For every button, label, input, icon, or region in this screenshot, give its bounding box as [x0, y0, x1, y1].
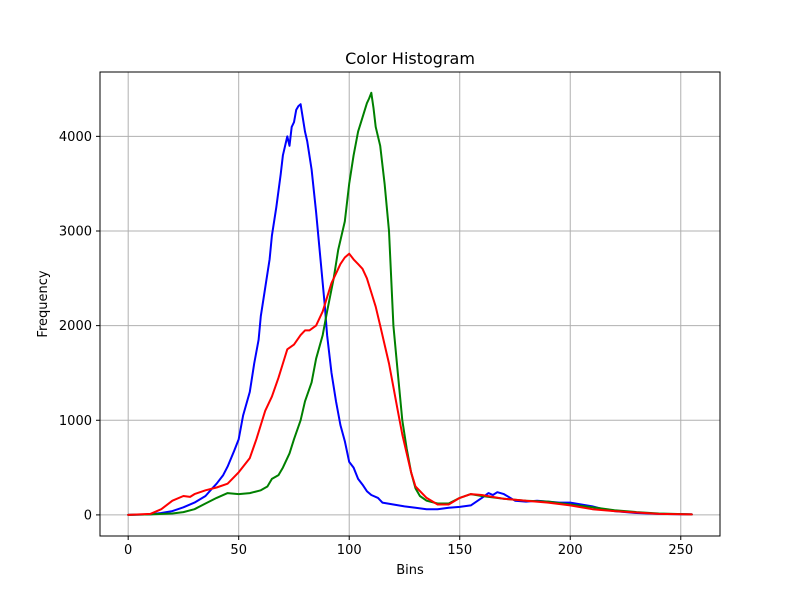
y-axis: 0 1000 2000 3000 4000: [59, 130, 100, 523]
x-tick-label: 150: [447, 543, 472, 558]
x-axis: 0 50 100 150 200 250: [124, 536, 693, 558]
series-layer: [127, 91, 693, 516]
x-tick-label: 0: [124, 543, 132, 558]
series-line-1: [127, 103, 693, 516]
x-tick-label: 200: [558, 543, 583, 558]
y-axis-label: Frequency: [36, 270, 51, 337]
y-tick-label: 1000: [59, 414, 92, 429]
x-tick-label: 100: [337, 543, 362, 558]
grid: [100, 72, 720, 536]
y-tick-label: 4000: [59, 130, 92, 145]
x-axis-label: Bins: [396, 563, 424, 578]
x-tick-label: 50: [230, 543, 247, 558]
series-line-3: [127, 252, 693, 516]
y-tick-label: 2000: [59, 319, 92, 334]
x-tick-label: 250: [668, 543, 693, 558]
chart-title: Color Histogram: [345, 49, 475, 68]
y-tick-label: 3000: [59, 224, 92, 239]
plot-frame: [99, 71, 721, 537]
y-tick-label: 0: [84, 508, 92, 523]
series-line-2: [127, 91, 693, 516]
